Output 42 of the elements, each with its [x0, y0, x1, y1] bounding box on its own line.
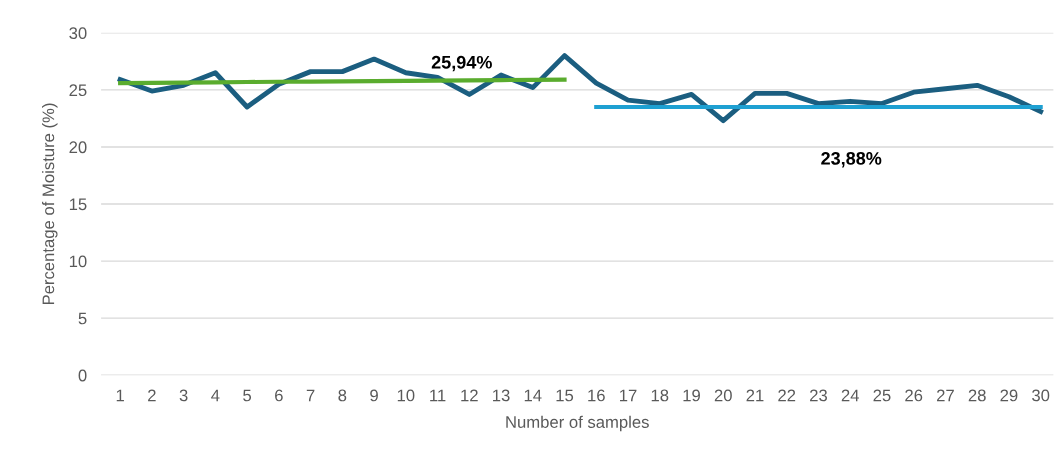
x-tick-label: 11	[430, 389, 446, 402]
y-tick-label: 15	[69, 198, 87, 211]
x-tick-label: 10	[397, 389, 415, 402]
x-tick-label: 14	[524, 389, 542, 402]
y-tick-label: 20	[69, 141, 87, 154]
x-tick-label: 2	[148, 389, 156, 402]
x-tick-label: 24	[841, 389, 859, 402]
y-tick-label: 0	[78, 369, 87, 382]
y-tick-label: 10	[69, 255, 87, 268]
x-tick-label: 30	[1032, 389, 1050, 402]
y-tick-label: 30	[69, 27, 87, 40]
x-tick-label: 18	[651, 389, 669, 402]
x-tick-label: 25	[873, 389, 891, 402]
x-tick-label: 7	[306, 389, 315, 402]
line-series	[117, 53, 1044, 124]
x-tick-label: 19	[683, 389, 700, 402]
x-tick-label: 4	[211, 389, 220, 402]
x-axis-title: Number of samples	[506, 415, 649, 432]
x-tick-label: 13	[493, 389, 510, 402]
x-tick-label: 15	[556, 389, 574, 402]
x-tick-label: 21	[746, 389, 764, 402]
x-tick-label: 5	[243, 389, 252, 402]
x-tick-label: 20	[714, 389, 732, 402]
x-tick-label: 9	[370, 389, 378, 402]
x-tick-label: 12	[461, 389, 478, 402]
x-tick-label: 8	[338, 389, 347, 402]
x-tick-label: 16	[588, 389, 605, 402]
y-tick-label: 5	[78, 312, 87, 325]
x-tick-label: 29	[1000, 389, 1018, 402]
annotation: 25,94%	[431, 55, 492, 72]
y-tick-label: 25	[69, 84, 87, 97]
x-tick-label: 17	[620, 389, 637, 402]
x-tick-label: 26	[905, 389, 923, 402]
x-tick-label: 6	[275, 389, 283, 402]
x-tick-label: 22	[778, 389, 796, 402]
annotation: 23,88%	[821, 151, 882, 168]
x-tick-label: 28	[968, 389, 986, 402]
x-tick-label: 23	[810, 389, 827, 402]
y-axis-title: Percentage of Moisture (%)	[42, 103, 58, 305]
x-tick-label: 3	[179, 389, 188, 402]
x-tick-label: 27	[937, 389, 954, 402]
x-tick-label: 1	[116, 389, 124, 402]
